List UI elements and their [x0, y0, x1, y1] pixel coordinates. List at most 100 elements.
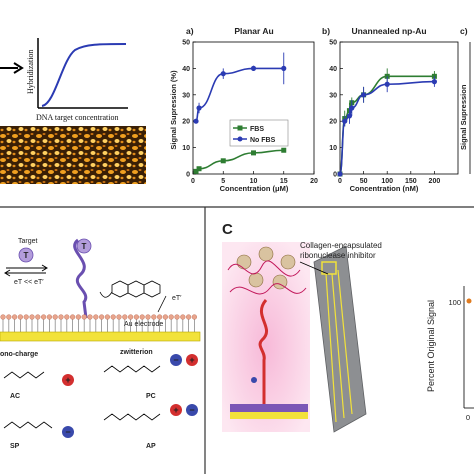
monolayer-head [145, 314, 151, 320]
chart-a-series-1-point [281, 65, 287, 71]
chart-planar-au: a) Planar Au Signal Supression (%) Conce… [169, 26, 318, 193]
redox-reporter-icon [251, 377, 257, 383]
monolayer-head [6, 314, 12, 320]
monolayer-head [168, 314, 174, 320]
chart-c-ylabel: Signal Supression [459, 84, 468, 150]
signal-tick-0: 0 [466, 413, 470, 422]
charge-pair-pc: − + [170, 354, 198, 366]
monolayer-head [75, 314, 82, 320]
svg-text:−: − [65, 427, 70, 437]
monolayer-bottom [230, 404, 308, 412]
monolayer-head [81, 314, 87, 320]
chart-b-series-1-point [431, 79, 437, 85]
monolayer-head [52, 314, 58, 320]
et-label: eT << eT′ [14, 279, 44, 286]
monolayer-head [0, 314, 6, 320]
monolayer-head [29, 314, 35, 320]
molecule-ap-label: AP [146, 443, 156, 450]
monolayer-head [186, 314, 192, 320]
panel-hybridization: Hybridization DNA target concentration [0, 38, 146, 184]
caption-line-1: Collagen-encapsulated [300, 241, 382, 250]
target-label: Target [18, 238, 38, 245]
chart-a-series-0-point [193, 168, 199, 174]
monolayer-head [23, 314, 29, 320]
gold-surface [230, 412, 308, 419]
monolayer-head [133, 314, 140, 320]
chart-b-xtick-label: 200 [429, 178, 441, 185]
legend-fbs-marker [237, 125, 243, 131]
chart-b-ytick-label: 0 [333, 172, 337, 179]
signal-tick-100: 100 [448, 298, 461, 307]
chart-a-ytick-label: 0 [186, 172, 190, 179]
panel-c-letter: C [222, 221, 233, 238]
chart-b-ytick-label: 20 [329, 119, 337, 126]
monolayer-head [139, 314, 145, 320]
mono-charge-label: ono-charge [0, 351, 38, 358]
chart-a-xtick-label: 10 [250, 178, 258, 185]
panel-electrode-schematic: T Target eT << eT′ T eT′ Au electrode on… [0, 238, 201, 450]
arrow-icon [13, 62, 24, 74]
molecule-ac-label: AC [10, 393, 20, 400]
chart-a-title: Planar Au [234, 26, 273, 36]
electrode-chip [313, 245, 367, 433]
monolayer-head [87, 314, 93, 320]
hyb-x-label: DNA target concentration [36, 113, 119, 122]
charge-plus-ac: + [62, 374, 74, 386]
chart-a-xtick-label: 20 [310, 178, 318, 185]
charge-minus-sp: − [62, 426, 74, 438]
caption-pointer [299, 261, 329, 275]
target-molecule-icon [18, 247, 34, 263]
electron-transfer-arrow [157, 295, 167, 313]
monolayer-head [93, 314, 99, 320]
chart-b-series-1-point [384, 81, 390, 87]
chart-a-series-1-point [193, 118, 199, 124]
chart-a-series-0-point [220, 158, 226, 164]
monolayer-head [110, 314, 116, 320]
chart-b-title: Unannealed np-Au [351, 26, 426, 36]
chart-a-xlabel: Concentration (μM) [220, 184, 289, 193]
chart-b-xlabel: Concentration (nM) [350, 184, 419, 193]
svg-text:+: + [173, 405, 178, 415]
chart-a-series-1-point [196, 105, 202, 111]
svg-text:+: + [65, 375, 70, 385]
monolayer-head [46, 314, 53, 320]
methylene-blue-icon [99, 280, 161, 298]
chart-a-series-0-point [281, 147, 287, 153]
chart-c-panel-label: c) [460, 26, 468, 36]
afm-image [0, 126, 146, 184]
monolayer-head [191, 314, 198, 320]
panel-c-top: c) Signal Supression [459, 26, 471, 174]
svg-text:−: − [189, 405, 194, 415]
chart-b-series-1-line [339, 80, 435, 175]
molecule-structures [3, 365, 161, 429]
monolayer-head [157, 314, 163, 320]
chart-a-ytick-label: 50 [182, 40, 190, 47]
chart-a-ylabel: Signal Supression (%) [169, 70, 178, 150]
chart-a-series-1-point [250, 65, 257, 71]
monolayer-head [35, 314, 41, 320]
chart-a-ytick-label: 20 [182, 119, 190, 126]
panel-collagen: C Collagen-encapsulated ribonuclease inh… [222, 221, 474, 433]
monolayer [0, 314, 198, 332]
monolayer-head [58, 314, 64, 320]
monolayer-head [128, 314, 134, 320]
chart-b-series-1-point [349, 105, 355, 111]
monolayer-head [174, 314, 180, 320]
et-prime-label: eT′ [172, 295, 182, 302]
chart-unannealed-np-au: b) Unannealed np-Au Concentration (nM) 0… [322, 26, 459, 193]
monolayer-head [180, 314, 186, 320]
hyb-y-label: Hybridization [26, 50, 35, 94]
chart-b-xtick-label: 150 [405, 178, 417, 185]
monolayer-head [69, 314, 76, 320]
chart-b-plot-frame [339, 41, 459, 175]
monolayer-head [116, 314, 122, 320]
chart-b-series-1-point [361, 92, 367, 98]
bound-target-letter: T [82, 242, 87, 251]
legend-fbs-label: FBS [250, 126, 264, 133]
monolayer-head [98, 314, 105, 320]
monolayer-head [40, 314, 47, 320]
molecule-sp-label: SP [10, 443, 20, 450]
inhibitor-blobs [227, 246, 307, 295]
chart-b-panel-label: b) [322, 26, 330, 36]
